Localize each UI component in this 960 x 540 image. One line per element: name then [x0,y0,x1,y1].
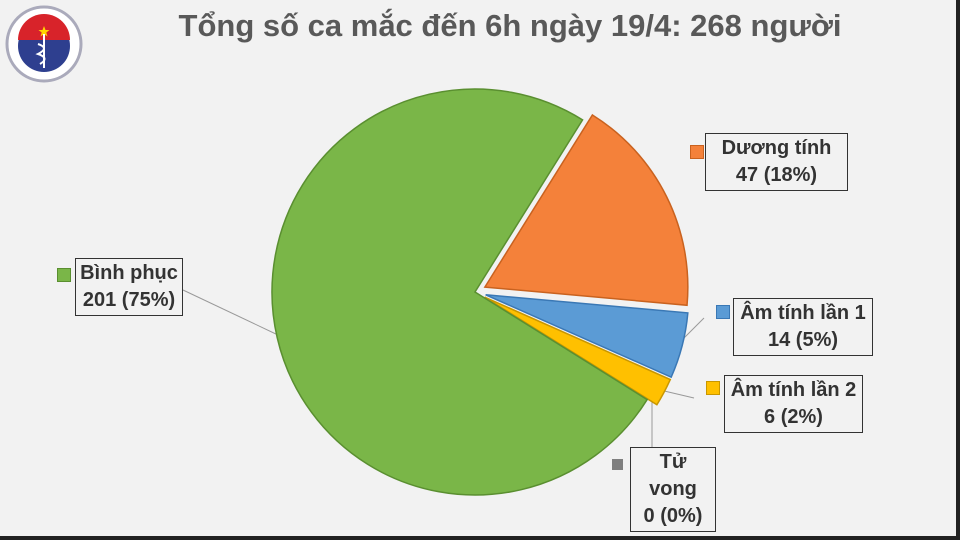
pie-slice-1 [485,294,689,379]
data-label-name: Dương tính [721,137,832,159]
pie-slice-2 [484,296,672,406]
leader-line [182,289,279,336]
legend-swatch [612,459,623,470]
data-label-name: Bình phục [80,262,178,284]
data-label: Âm tính lần 2 6 (2%) [724,375,863,433]
data-label: Tử vong 0 (0%) [630,447,716,532]
legend-swatch [706,381,720,395]
data-label-value: 14 (5%) [767,329,839,351]
legend-swatch [690,145,704,159]
data-label-value: 47 (18%) [735,164,818,186]
data-label-value: 6 (2%) [764,406,823,428]
data-label: Dương tính 47 (18%) [705,133,848,191]
pie-slice-0 [483,113,689,307]
data-label-name: Âm tính lần 2 [730,379,857,401]
data-label: Bình phục 201 (75%) [75,258,183,316]
data-label-value: 201 (75%) [82,289,176,311]
legend-swatch [57,268,71,282]
data-label-name: Âm tính lần 1 [740,302,866,324]
data-label: Âm tính lần 1 14 (5%) [733,298,873,356]
leader-line [683,317,705,339]
leader-line [659,389,695,399]
legend-swatch [716,305,730,319]
pie-slice-4 [271,88,649,496]
data-label-name: Tử vong [649,451,697,500]
chart-title: Tổng số ca mắc đến 6h ngày 19/4: 268 ngư… [178,8,842,43]
ministry-of-health-logo [5,5,83,83]
data-label-value: 0 (0%) [643,505,703,527]
